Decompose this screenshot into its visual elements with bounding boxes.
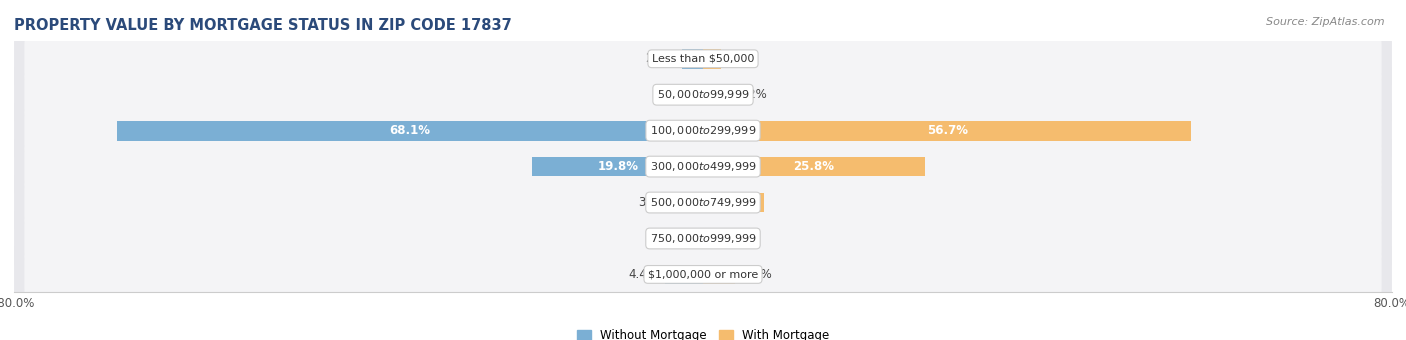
FancyBboxPatch shape: [14, 62, 1392, 128]
FancyBboxPatch shape: [14, 98, 1392, 164]
FancyBboxPatch shape: [24, 70, 1382, 119]
FancyBboxPatch shape: [24, 106, 1382, 155]
Text: $100,000 to $299,999: $100,000 to $299,999: [650, 124, 756, 137]
FancyBboxPatch shape: [24, 178, 1382, 227]
Bar: [675, 193, 703, 212]
Bar: [703, 157, 925, 176]
FancyBboxPatch shape: [14, 205, 1392, 272]
Bar: [117, 121, 703, 140]
Text: $750,000 to $999,999: $750,000 to $999,999: [650, 232, 756, 245]
Text: 19.8%: 19.8%: [598, 160, 638, 173]
FancyBboxPatch shape: [14, 169, 1392, 236]
Text: 7.1%: 7.1%: [727, 196, 759, 209]
FancyBboxPatch shape: [24, 250, 1382, 299]
Text: 2.1%: 2.1%: [728, 52, 758, 65]
FancyBboxPatch shape: [24, 34, 1382, 83]
Text: $1,000,000 or more: $1,000,000 or more: [648, 269, 758, 279]
Bar: [692, 85, 703, 105]
Text: $50,000 to $99,999: $50,000 to $99,999: [657, 88, 749, 101]
Bar: [703, 85, 731, 105]
Text: 25.8%: 25.8%: [793, 160, 835, 173]
Bar: [703, 228, 714, 248]
Text: Source: ZipAtlas.com: Source: ZipAtlas.com: [1267, 17, 1385, 27]
FancyBboxPatch shape: [14, 134, 1392, 200]
Bar: [682, 49, 703, 69]
Bar: [703, 121, 1191, 140]
Text: $500,000 to $749,999: $500,000 to $749,999: [650, 196, 756, 209]
Bar: [703, 49, 721, 69]
Text: 56.7%: 56.7%: [927, 124, 967, 137]
Bar: [533, 157, 703, 176]
FancyBboxPatch shape: [14, 241, 1392, 307]
Text: 68.1%: 68.1%: [389, 124, 430, 137]
Text: 1.3%: 1.3%: [655, 88, 685, 101]
Text: 3.7%: 3.7%: [742, 268, 772, 281]
Bar: [697, 228, 703, 248]
Text: 0.62%: 0.62%: [654, 232, 690, 245]
FancyBboxPatch shape: [24, 214, 1382, 263]
Text: 4.4%: 4.4%: [628, 268, 658, 281]
Bar: [665, 265, 703, 284]
Text: $300,000 to $499,999: $300,000 to $499,999: [650, 160, 756, 173]
Text: PROPERTY VALUE BY MORTGAGE STATUS IN ZIP CODE 17837: PROPERTY VALUE BY MORTGAGE STATUS IN ZIP…: [14, 18, 512, 33]
Bar: [703, 265, 735, 284]
Text: 2.4%: 2.4%: [645, 52, 675, 65]
Text: 1.3%: 1.3%: [721, 232, 751, 245]
Text: 3.3%: 3.3%: [638, 196, 668, 209]
Bar: [703, 193, 763, 212]
Legend: Without Mortgage, With Mortgage: Without Mortgage, With Mortgage: [576, 329, 830, 340]
Text: 3.2%: 3.2%: [738, 88, 768, 101]
FancyBboxPatch shape: [24, 142, 1382, 191]
FancyBboxPatch shape: [14, 26, 1392, 92]
Text: Less than $50,000: Less than $50,000: [652, 54, 754, 64]
